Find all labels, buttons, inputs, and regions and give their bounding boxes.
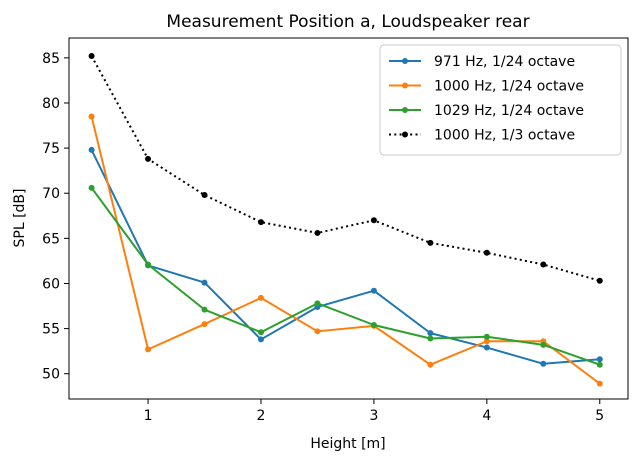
data-point: [257, 329, 264, 336]
legend-item: 1000 Hz, 1/24 octave: [389, 79, 584, 95]
x-tick-label: 4: [482, 408, 491, 424]
series-line: [90, 149, 600, 365]
x-tick-label: 2: [257, 408, 266, 424]
y-tick-label: 50: [42, 367, 60, 383]
legend-item: 971 Hz, 1/24 octave: [389, 54, 575, 70]
legend-marker: [402, 131, 408, 138]
data-point: [596, 361, 603, 368]
data-point: [596, 356, 603, 363]
series-line: [90, 55, 601, 282]
legend-marker: [402, 107, 408, 113]
y-tick-label: 80: [42, 96, 60, 112]
y-tick-label: 60: [42, 276, 60, 292]
data-point: [201, 321, 208, 328]
legend-item: 1000 Hz, 1/3 octave: [389, 128, 575, 144]
x-tick-label: 5: [595, 408, 604, 424]
series-3: [88, 184, 603, 368]
series-line: [90, 187, 601, 366]
data-point: [427, 330, 434, 337]
data-point: [540, 360, 547, 367]
data-point: [427, 361, 434, 368]
data-point: [596, 380, 603, 387]
data-point: [145, 155, 152, 162]
data-point: [257, 219, 264, 226]
legend-item: 1029 Hz, 1/24 octave: [389, 103, 584, 119]
data-point: [483, 338, 490, 345]
legend-label: 1000 Hz, 1/24 octave: [434, 79, 584, 95]
y-tick-label: 55: [42, 322, 60, 338]
data-point: [257, 294, 264, 301]
y-tick-label: 75: [42, 141, 60, 157]
y-tick-label: 65: [42, 231, 60, 247]
legend-marker: [402, 58, 408, 64]
data-point: [540, 261, 547, 268]
legend: 971 Hz, 1/24 octave 1000 Hz, 1/24 octave 1…: [379, 44, 622, 156]
data-point: [540, 341, 547, 348]
data-point: [483, 344, 490, 351]
x-tick-label: 1: [144, 408, 153, 424]
data-point: [201, 279, 208, 286]
legend-label: 971 Hz, 1/24 octave: [434, 54, 575, 70]
data-point: [427, 239, 434, 246]
data-point: [145, 346, 152, 353]
chart-title: Measurement Position a, Loudspeaker rear: [166, 12, 529, 32]
data-point: [596, 277, 603, 284]
data-point: [314, 328, 321, 335]
data-point: [483, 249, 490, 256]
y-tick-label: 85: [42, 51, 60, 67]
y-axis-label: SPL [dB]: [12, 189, 28, 248]
y-tick-label: 70: [42, 186, 60, 202]
legend-marker: [402, 82, 408, 89]
data-point: [145, 261, 152, 268]
data-point: [370, 321, 377, 328]
data-point: [88, 53, 95, 60]
data-point: [88, 146, 95, 153]
data-point: [370, 217, 377, 224]
x-axis-label: Height [m]: [310, 436, 385, 452]
legend-label: 1000 Hz, 1/3 octave: [434, 128, 575, 144]
data-point: [314, 229, 321, 236]
x-tick-label: 3: [369, 408, 378, 424]
data-point: [483, 333, 490, 340]
data-point: [257, 336, 264, 343]
data-point: [201, 306, 208, 313]
data-point: [88, 113, 95, 120]
legend-box: [379, 44, 622, 156]
data-point: [201, 192, 208, 199]
data-point: [88, 184, 95, 191]
legend-label: 1029 Hz, 1/24 octave: [434, 103, 584, 119]
axes-frame: [68, 37, 629, 400]
data-point: [370, 287, 377, 294]
series-4: [88, 53, 603, 284]
data-point: [314, 300, 321, 307]
data-point: [427, 335, 434, 342]
plot-area: [88, 53, 603, 387]
